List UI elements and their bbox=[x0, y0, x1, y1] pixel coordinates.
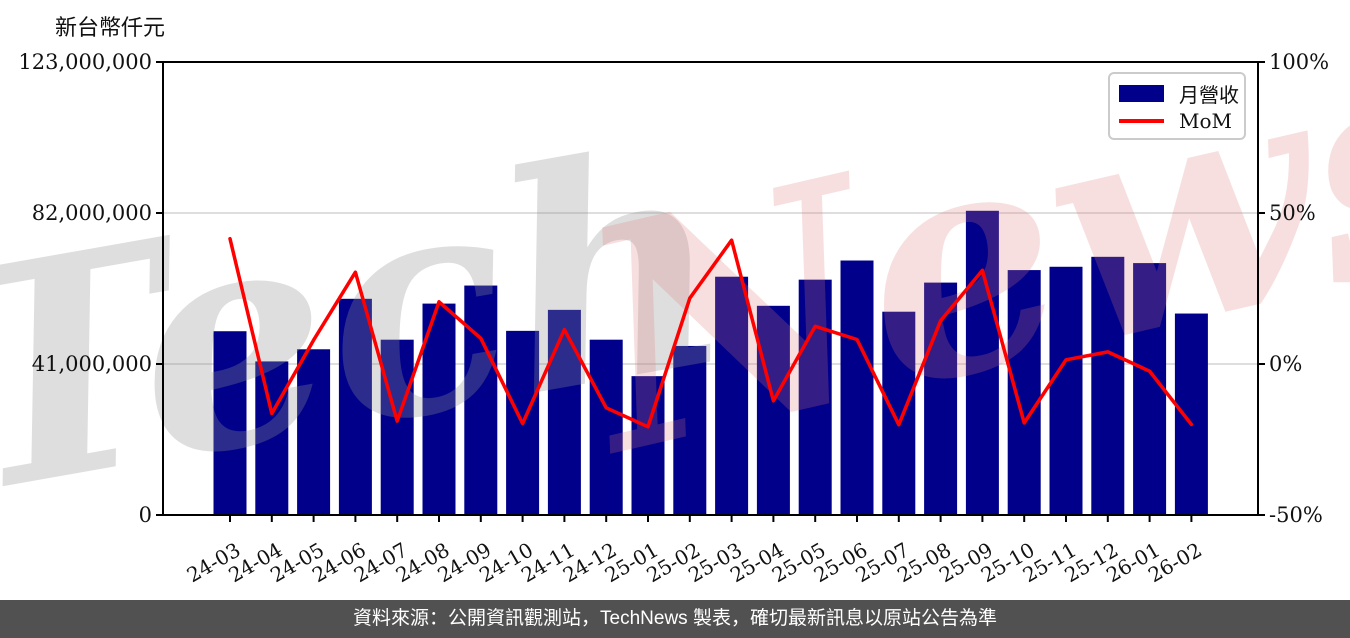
y-left-tick-label: 123,000,000 bbox=[18, 50, 152, 74]
bar-24-09 bbox=[464, 285, 498, 515]
bar-24-12 bbox=[589, 339, 623, 515]
bar-26-02 bbox=[1174, 313, 1208, 515]
bar-25-01 bbox=[631, 376, 665, 515]
bar-24-03 bbox=[213, 331, 247, 515]
y-axis-unit-label: 新台幣仟元 bbox=[55, 16, 166, 41]
y-right-tick-label: 0% bbox=[1269, 352, 1302, 376]
bar-25-09 bbox=[965, 210, 999, 516]
legend-item-revenue: 月營收 bbox=[1110, 79, 1244, 108]
legend-bar-swatch-icon bbox=[1119, 84, 1164, 102]
legend: 月營收 MoM bbox=[1108, 72, 1246, 140]
y-left-tick-label: 41,000,000 bbox=[32, 352, 152, 376]
bar-25-06 bbox=[840, 260, 874, 515]
legend-item-mom: MoM bbox=[1110, 109, 1244, 133]
plot-border bbox=[162, 61, 1259, 516]
bar-24-06 bbox=[338, 298, 372, 515]
bar-24-04 bbox=[255, 361, 289, 515]
legend-bar-label: 月營收 bbox=[1179, 82, 1239, 107]
y-right-tick-label: -50% bbox=[1269, 503, 1323, 527]
bar-25-05 bbox=[798, 279, 832, 515]
bar-25-03 bbox=[715, 276, 749, 515]
mom-line bbox=[228, 236, 1194, 429]
y-right-tick-label: 50% bbox=[1269, 201, 1316, 225]
bar-24-08 bbox=[422, 303, 456, 515]
y-right-tick-label: 100% bbox=[1269, 50, 1329, 74]
bar-25-04 bbox=[756, 305, 790, 515]
bar-25-12 bbox=[1091, 256, 1125, 515]
y-left-tick-label: 0 bbox=[139, 503, 152, 527]
bar-24-11 bbox=[547, 309, 581, 515]
bar-25-10 bbox=[1007, 270, 1041, 515]
bar-25-11 bbox=[1049, 266, 1083, 515]
bar-24-05 bbox=[297, 349, 331, 515]
legend-line-swatch-icon bbox=[1119, 119, 1164, 124]
bar-25-02 bbox=[673, 345, 707, 515]
bar-26-01 bbox=[1133, 263, 1167, 515]
source-footer: 資料來源：公開資訊觀測站，TechNews 製表，確切最新訊息以原站公告為準 bbox=[0, 600, 1350, 638]
legend-line-label: MoM bbox=[1179, 109, 1232, 134]
bar-24-07 bbox=[380, 339, 414, 515]
y-left-tick-label: 82,000,000 bbox=[32, 201, 152, 225]
bar-25-07 bbox=[882, 311, 916, 515]
